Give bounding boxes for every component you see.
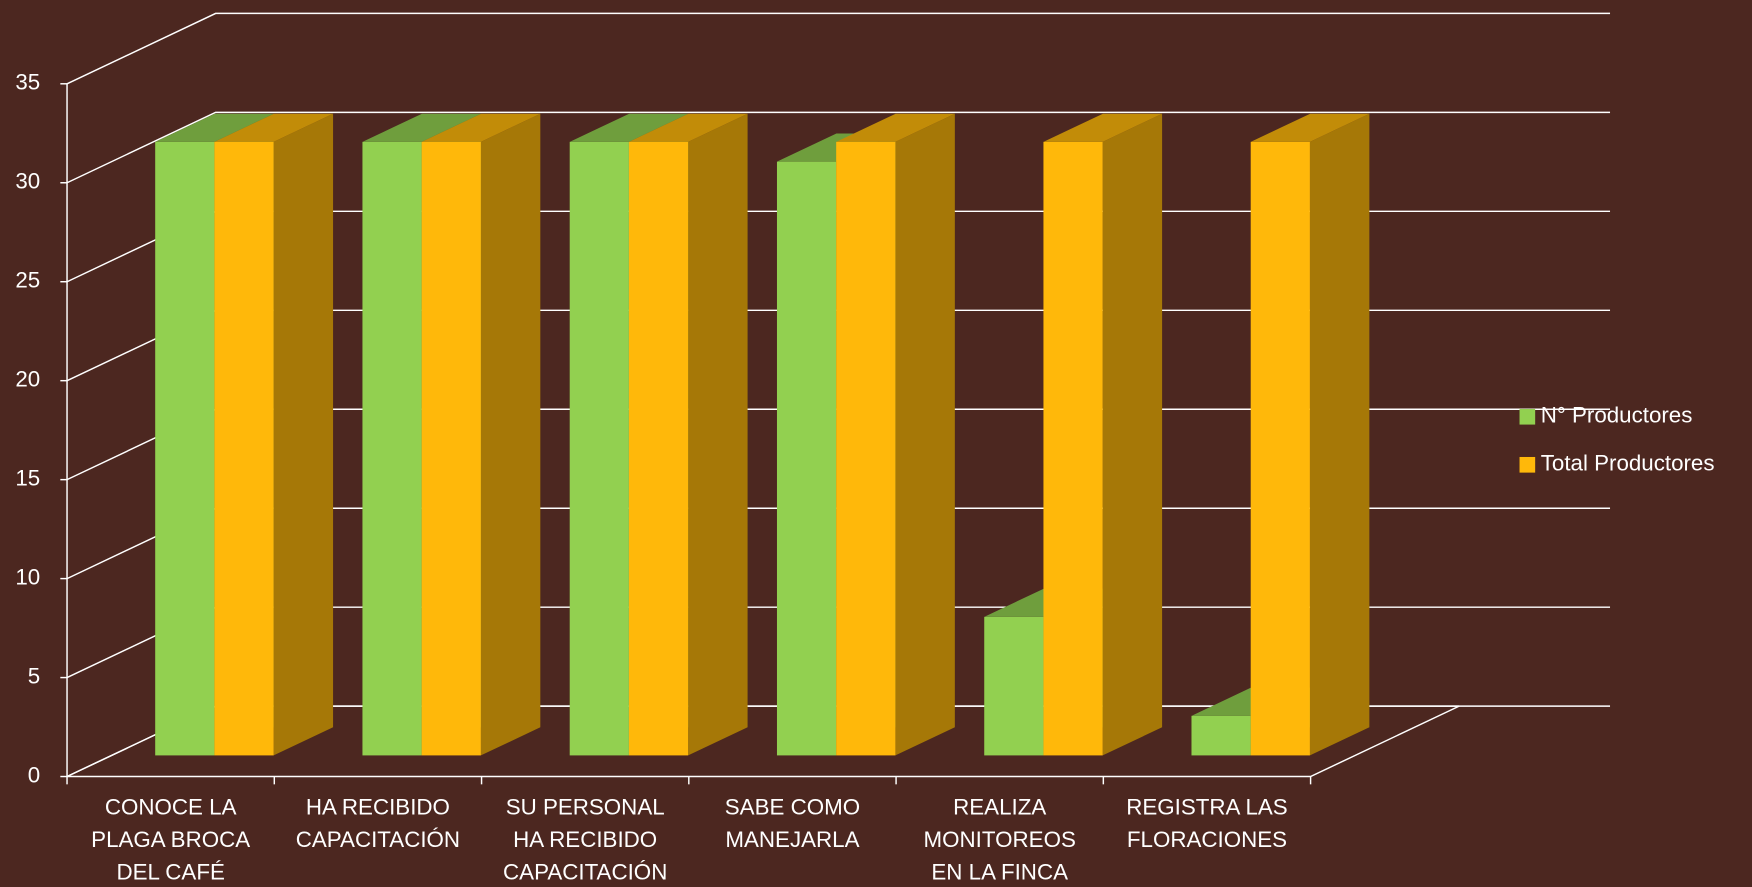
legend-label: N° Productores <box>1541 403 1693 428</box>
x-tick-label: CONOCE LA PLAGA BROCA DEL CAFÉ <box>91 795 251 885</box>
x-label-box: SU PERSONAL HA RECIBIDO CAPACITACIÓN <box>503 795 668 885</box>
bar-front <box>155 141 215 756</box>
x-tick-label: SABE COMO MANEJARLA <box>724 795 861 853</box>
bar-top <box>569 113 689 142</box>
bar-front <box>628 141 689 756</box>
bar-side <box>480 113 541 756</box>
bar <box>628 113 748 756</box>
x-label-box: CONOCE LA PLAGA BROCA DEL CAFÉ <box>91 795 251 885</box>
bar-top <box>836 113 955 142</box>
bar-front <box>214 141 274 756</box>
x-tick-label: HA RECIBIDO CAPACITACIÓN <box>295 795 461 853</box>
grid-line <box>66 12 1611 85</box>
bar-side <box>688 113 748 756</box>
y-tick-label: 35 <box>15 70 40 95</box>
bar-front <box>836 141 896 756</box>
bar-top <box>1043 113 1163 142</box>
bar <box>421 113 541 756</box>
plot: 0 5 10 15 20 25 30 35 CONOCE LA PLAGA BROCA DEL … <box>15 12 1715 885</box>
y-tick-label: 25 <box>15 268 40 293</box>
bar <box>836 113 955 756</box>
x-tick-label: REGISTRA LAS FLORACIONES <box>1126 795 1288 853</box>
bar <box>214 113 334 756</box>
bar-front <box>569 141 629 756</box>
bar <box>1250 113 1370 756</box>
y-tick-label: 5 <box>28 663 40 688</box>
x-label-box: SABE COMO MANEJARLA <box>724 795 861 853</box>
bar-top <box>214 113 334 142</box>
grid-line <box>66 111 1611 184</box>
legend-label: Total Productores <box>1541 451 1715 476</box>
x-tick-label: SU PERSONAL HA RECIBIDO CAPACITACIÓN <box>503 795 668 885</box>
x-label-box: REALIZA MONITOREOS EN LA FINCA <box>923 795 1076 885</box>
bar <box>1043 113 1163 756</box>
bar-top <box>628 113 748 142</box>
bar-front <box>984 616 1044 756</box>
y-tick-label: 15 <box>15 466 40 491</box>
y-tick-label: 10 <box>15 565 40 590</box>
bar-top <box>421 113 541 142</box>
bar-front <box>1191 715 1251 756</box>
bar-side <box>1102 113 1163 756</box>
bar-top <box>362 113 482 142</box>
bar-side <box>273 113 334 756</box>
bar-front <box>362 141 422 756</box>
legend-swatch <box>1519 408 1536 425</box>
bar-front <box>421 141 481 756</box>
legend-swatch <box>1519 456 1536 473</box>
bar-top <box>155 113 274 142</box>
x-label-box: REGISTRA LAS FLORACIONES <box>1126 795 1288 853</box>
bar-front <box>1043 141 1103 756</box>
y-tick-label: 30 <box>15 169 40 194</box>
bar-side <box>1309 113 1370 756</box>
bar-side <box>895 113 955 756</box>
bar-front <box>776 161 837 756</box>
bar-top <box>1250 113 1370 142</box>
bar-front <box>1250 141 1310 756</box>
x-tick-label: REALIZA MONITOREOS EN LA FINCA <box>923 795 1076 885</box>
y-tick-label: 20 <box>15 367 40 392</box>
y-tick-label: 0 <box>28 762 40 787</box>
x-label-box: HA RECIBIDO CAPACITACIÓN <box>295 795 461 853</box>
